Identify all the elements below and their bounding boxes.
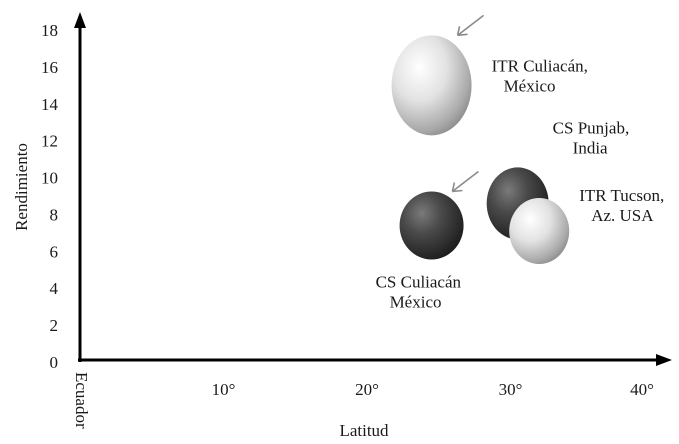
x-tick-label: 30° (499, 380, 523, 399)
x-tick-label: 20° (355, 380, 379, 399)
data-points (391, 14, 570, 265)
y-axis-arrowhead (74, 12, 86, 28)
data-point (399, 191, 464, 260)
y-tick-label: 6 (50, 242, 59, 261)
y-tick-label: 2 (50, 316, 59, 335)
y-tick-label: 8 (50, 205, 59, 224)
x-tick-label: 10° (212, 380, 236, 399)
y-tick-label: 12 (41, 132, 58, 151)
data-label: Az. USA (591, 206, 654, 225)
pointer-arrow (451, 170, 479, 193)
data-label: ITR Culiacán, (492, 56, 588, 75)
y-tick-label: 10 (41, 169, 58, 188)
data-point (509, 198, 570, 265)
data-label: India (573, 138, 608, 157)
x-axis-title: Latitud (339, 421, 389, 440)
pointer-arrow (456, 14, 485, 37)
x-axis-arrowhead (656, 354, 672, 366)
y-axis-title: Rendimiento (12, 143, 31, 231)
y-tick-label: 4 (50, 279, 59, 298)
data-point (391, 35, 472, 136)
data-label: CS Punjab, (553, 118, 630, 137)
y-tick-label: 14 (41, 95, 59, 114)
data-label: ITR Tucson, (579, 186, 664, 205)
y-ticks: 0 2 4 6 8 10 12 14 16 18 (41, 21, 59, 372)
x-ticks: Ecuador 10° 20° 30° 40° (72, 372, 654, 429)
data-label: México (390, 293, 442, 312)
data-label: México (504, 76, 556, 95)
y-tick-label: 16 (41, 58, 58, 77)
data-label: CS Culiacán (376, 273, 462, 292)
x-tick-label: Ecuador (72, 372, 91, 429)
x-tick-label: 40° (630, 380, 654, 399)
axes (74, 12, 672, 366)
y-tick-label: 18 (41, 21, 58, 40)
y-tick-label: 0 (50, 353, 59, 372)
